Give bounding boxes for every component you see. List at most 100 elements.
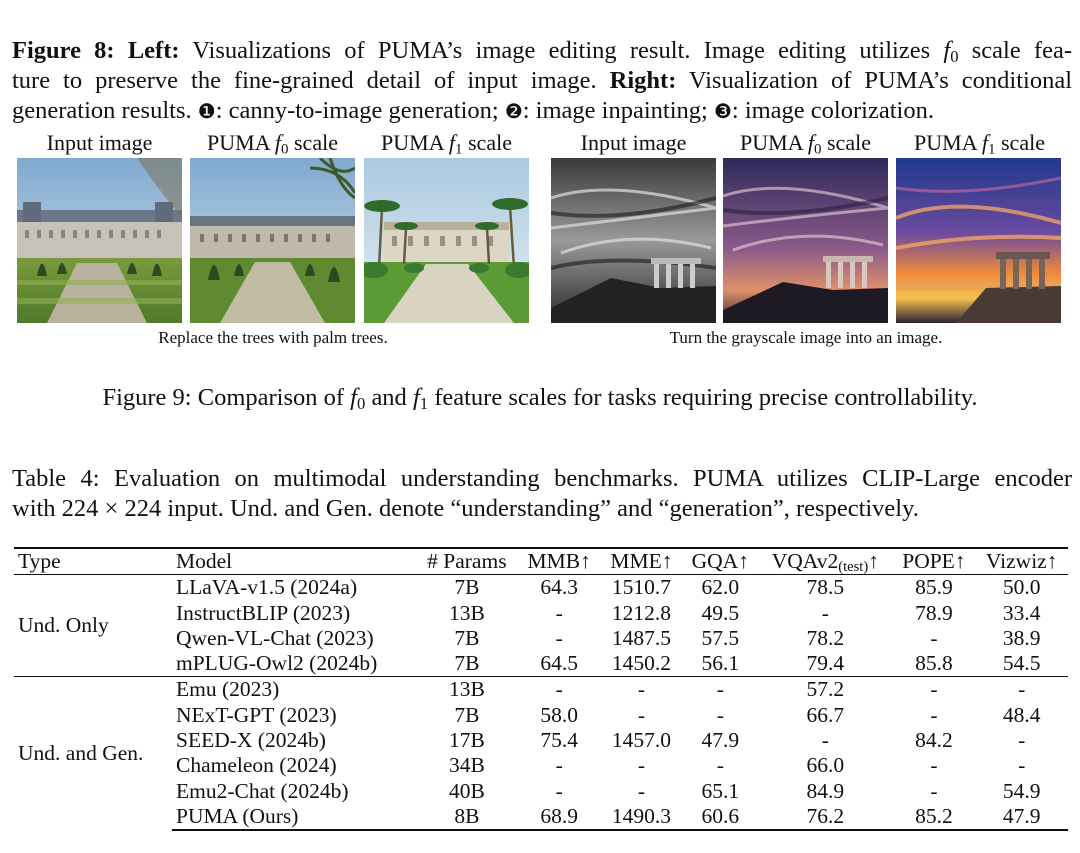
mmb-cell: - bbox=[555, 600, 563, 625]
caption-text: Visualization of PUMA’s conditional bbox=[676, 67, 1073, 94]
math-sub: 0 bbox=[814, 141, 822, 158]
mmb-cell: - bbox=[555, 625, 563, 650]
gqa-cell: 49.5 bbox=[701, 600, 740, 625]
params-cell: 34B bbox=[448, 753, 485, 778]
math-f: f bbox=[448, 130, 456, 155]
figure-8-caption: Figure 8: Left: Visualizations of PUMA’s… bbox=[12, 36, 1072, 126]
mme-cell: - bbox=[637, 702, 646, 727]
marker-2: ❷ bbox=[504, 99, 523, 123]
model-cell: mPLUG-Owl2 (2024b) bbox=[176, 651, 378, 676]
vizwiz-cell: - bbox=[1018, 753, 1026, 778]
caption-line: with 224 × 224 input. Und. and Gen. deno… bbox=[12, 495, 919, 522]
mmb-cell: 64.3 bbox=[540, 575, 579, 600]
math-f: f bbox=[807, 130, 815, 155]
vizwiz-cell: 54.9 bbox=[1002, 778, 1041, 803]
params-cell: 13B bbox=[448, 600, 485, 625]
table-header-row: Type Model # Params MMB↑ MME↑ GQA↑ VQAv2… bbox=[14, 548, 1068, 575]
caption-text: ture to preserve the fine-grained detail… bbox=[12, 67, 610, 94]
col-gqa: GQA↑ bbox=[691, 549, 749, 573]
caption-text: scale fea- bbox=[958, 37, 1072, 64]
pope-cell: - bbox=[930, 753, 938, 778]
mme-cell: 1487.5 bbox=[611, 625, 672, 650]
table-row: PUMA (Ours) 8B 68.9 1490.3 60.6 76.2 85.2 47.9 bbox=[14, 803, 1068, 832]
vqa-cell: 66.7 bbox=[806, 702, 845, 727]
gqa-cell: - bbox=[716, 753, 724, 778]
mmb-cell: 75.4 bbox=[540, 728, 579, 753]
model-cell: PUMA (Ours) bbox=[172, 803, 416, 832]
col-vizwiz: Vizwiz↑ bbox=[985, 549, 1058, 573]
gqa-cell: - bbox=[716, 702, 724, 727]
vqa-cell: 78.2 bbox=[806, 625, 845, 650]
math-sub: 1 bbox=[455, 141, 463, 158]
model-cell: LLaVA-v1.5 (2024a) bbox=[176, 575, 358, 600]
left-f1-label: PUMA f1 scale bbox=[359, 130, 534, 158]
math-sub: 1 bbox=[988, 141, 996, 158]
model-cell: Chameleon (2024) bbox=[176, 753, 337, 778]
gqa-cell: 47.9 bbox=[701, 728, 740, 753]
mme-cell: 1457.0 bbox=[611, 728, 672, 753]
math-f: f bbox=[981, 130, 989, 155]
type-cell: Und. and Gen. bbox=[14, 676, 172, 831]
right-panel-caption: Turn the grayscale image into an image. bbox=[669, 328, 943, 347]
model-cell: InstructBLIP (2023) bbox=[176, 600, 351, 625]
math-sub: 0 bbox=[950, 47, 959, 67]
model-cell: Emu (2023) bbox=[172, 676, 416, 703]
math-f: f bbox=[412, 384, 420, 411]
math-f: f bbox=[943, 37, 951, 64]
caption-text: : canny-to-image generation; bbox=[215, 97, 505, 124]
label-text: PUMA bbox=[914, 130, 982, 155]
caption-line: Table 4: Evaluation on multimodal unders… bbox=[12, 465, 1072, 492]
vqa-cell: 79.4 bbox=[806, 651, 845, 676]
table-row: Qwen-VL-Chat (2023) 7B - 1487.5 57.5 78.2 - 38.… bbox=[14, 626, 1068, 651]
params-cell: 7B bbox=[454, 702, 480, 727]
gqa-cell: 62.0 bbox=[701, 575, 740, 600]
pope-cell: - bbox=[930, 702, 938, 727]
params-cell: 7B bbox=[454, 625, 480, 650]
mmb-cell: 58.0 bbox=[540, 702, 579, 727]
pope-cell: - bbox=[930, 778, 938, 803]
gqa-cell: 65.1 bbox=[701, 778, 740, 803]
left-input-label: Input image bbox=[46, 130, 153, 155]
model-cell: Emu2-Chat (2024b) bbox=[176, 778, 349, 803]
header-sub: (test) bbox=[838, 558, 869, 575]
col-mme: MME↑ bbox=[610, 549, 673, 573]
vqa-cell: 78.5 bbox=[806, 575, 845, 600]
label-text: PUMA bbox=[381, 130, 449, 155]
col-mmb: MMB↑ bbox=[527, 549, 591, 573]
table-row: Emu2-Chat (2024b) 40B - - 65.1 84.9 - 54.9 bbox=[14, 779, 1068, 804]
right-input-label: Input image bbox=[580, 130, 687, 155]
params-cell: 40B bbox=[448, 778, 485, 803]
temple-f0-image bbox=[723, 158, 888, 323]
vizwiz-cell: - bbox=[1018, 728, 1026, 753]
vqa-cell: 66.0 bbox=[806, 753, 845, 778]
vizwiz-cell: - bbox=[975, 676, 1068, 703]
pope-cell: - bbox=[892, 676, 976, 703]
header-arrow: ↑ bbox=[868, 549, 879, 573]
model-cell: Qwen-VL-Chat (2023) bbox=[176, 625, 374, 650]
table-row: InstructBLIP (2023) 13B - 1212.8 49.5 - 78.9 33… bbox=[14, 601, 1068, 626]
mme-cell: 1490.3 bbox=[600, 803, 683, 832]
math-f: f bbox=[274, 130, 282, 155]
params-cell: 17B bbox=[448, 728, 485, 753]
pope-cell: 85.2 bbox=[892, 803, 976, 832]
pope-cell: - bbox=[930, 625, 938, 650]
label-text: scale bbox=[288, 130, 338, 155]
vqa-cell: - bbox=[821, 728, 829, 753]
palace-f1-image bbox=[364, 158, 529, 323]
pope-cell: 78.9 bbox=[915, 600, 953, 625]
caption-text: and bbox=[365, 384, 413, 411]
mme-cell: 1510.7 bbox=[611, 575, 672, 600]
temple-grayscale-image bbox=[551, 158, 716, 323]
gqa-cell: 57.5 bbox=[701, 625, 740, 650]
vqa-cell: 57.2 bbox=[758, 676, 893, 703]
mme-cell: - bbox=[600, 676, 683, 703]
group-und-gen: Und. and Gen. Emu (2023) 13B - - -57.2- - NExT-… bbox=[14, 676, 1068, 832]
right-f0-label: PUMA f0 scale bbox=[718, 130, 893, 158]
gqa-cell: 60.6 bbox=[682, 803, 759, 832]
caption-text: generation results. bbox=[12, 97, 198, 124]
vqa-cell: 84.9 bbox=[806, 778, 845, 803]
caption-text: feature scales for tasks requiring preci… bbox=[428, 384, 978, 411]
right-f1-label: PUMA f1 scale bbox=[892, 130, 1067, 158]
left-panel-caption: Replace the trees with palm trees. bbox=[158, 328, 388, 347]
vizwiz-cell: 38.9 bbox=[1002, 625, 1041, 650]
